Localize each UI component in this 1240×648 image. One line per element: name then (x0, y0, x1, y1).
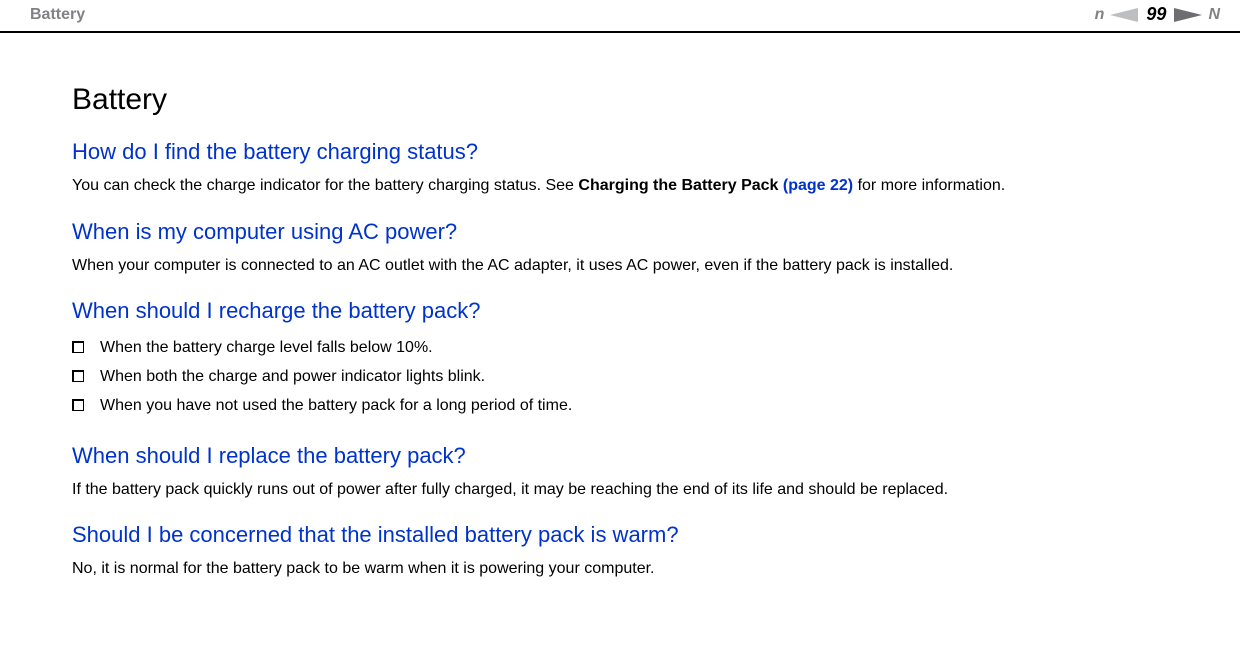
list-item-text: When you have not used the battery pack … (100, 392, 572, 421)
answer-text: You can check the charge indicator for t… (72, 177, 578, 194)
page-title: Battery (72, 83, 1168, 117)
list-item-text: When the battery charge level falls belo… (100, 334, 433, 363)
nav-letter-left: n (1095, 6, 1105, 24)
bullet-icon (72, 399, 84, 411)
faq-answer: If the battery pack quickly runs out of … (72, 479, 1168, 501)
faq-answer: You can check the charge indicator for t… (72, 175, 1168, 197)
faq-question: When should I recharge the battery pack? (72, 298, 1168, 324)
answer-bold: Charging the Battery Pack (578, 177, 783, 194)
bullet-icon (72, 341, 84, 353)
nav-letter-right: N (1208, 6, 1220, 24)
page-ref-link[interactable]: (page 22) (783, 177, 853, 194)
prev-page-icon[interactable] (1110, 8, 1138, 22)
bullet-list: When the battery charge level falls belo… (72, 334, 1168, 420)
topbar: Battery n 99 N (0, 0, 1240, 33)
breadcrumb: Battery (30, 6, 85, 24)
list-item-text: When both the charge and power indicator… (100, 363, 485, 392)
list-item: When you have not used the battery pack … (72, 392, 1168, 421)
content-area: Battery How do I find the battery chargi… (0, 33, 1240, 580)
list-item: When the battery charge level falls belo… (72, 334, 1168, 363)
faq-question: When should I replace the battery pack? (72, 443, 1168, 469)
next-page-icon[interactable] (1174, 8, 1202, 22)
list-item: When both the charge and power indicator… (72, 363, 1168, 392)
faq-answer: When your computer is connected to an AC… (72, 255, 1168, 277)
faq-answer: No, it is normal for the battery pack to… (72, 558, 1168, 580)
page-number: 99 (1144, 4, 1168, 25)
page-nav: n 99 N (1095, 4, 1220, 25)
page-root: Battery n 99 N Battery How do I find the… (0, 0, 1240, 648)
faq-question: When is my computer using AC power? (72, 219, 1168, 245)
faq-question: Should I be concerned that the installed… (72, 522, 1168, 548)
bullet-icon (72, 370, 84, 382)
faq-question: How do I find the battery charging statu… (72, 139, 1168, 165)
answer-text: for more information. (853, 177, 1005, 194)
